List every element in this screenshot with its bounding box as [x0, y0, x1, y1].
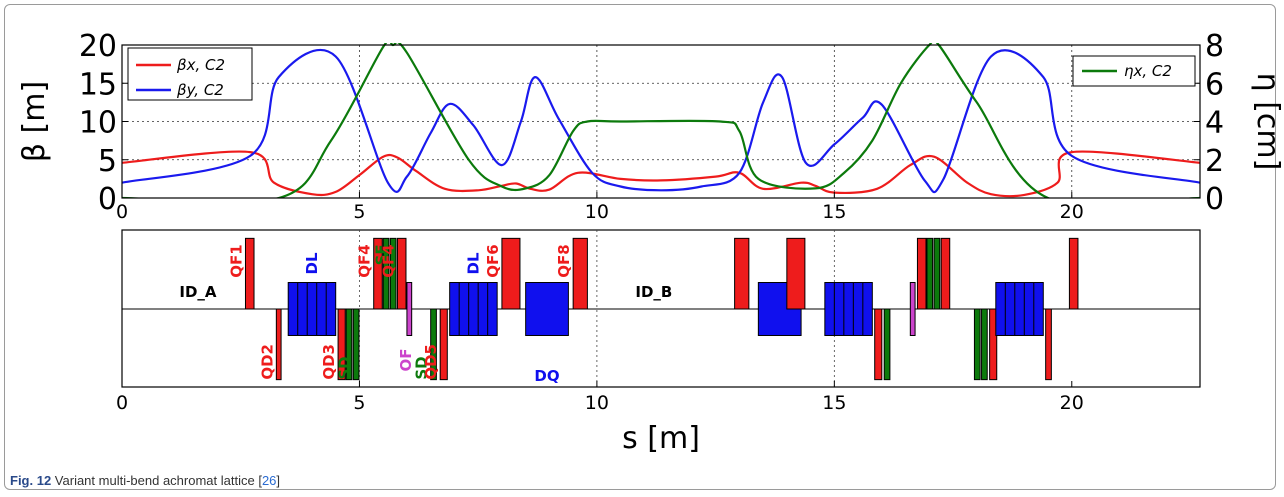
legend-left: βx, C2 βy, C2 — [127, 47, 253, 101]
beta-y-curve — [122, 49, 1200, 194]
x-tick-label: 20 — [1060, 201, 1084, 223]
oct-magnet — [406, 282, 413, 336]
quad-magnet — [439, 308, 448, 381]
y-tick-label-right: 2 — [1205, 144, 1224, 179]
x-tick-label: 10 — [585, 201, 609, 223]
sext-magnet — [352, 308, 360, 381]
sext-magnet — [981, 308, 988, 381]
sext-magnet — [382, 237, 390, 310]
bend-magnet — [449, 282, 498, 336]
quad-magnet — [244, 237, 255, 310]
y-tick-label-left: 10 — [79, 106, 117, 141]
quad-magnet — [373, 237, 383, 310]
figure-caption: Fig. 12 Variant multi-bend achromat latt… — [10, 473, 280, 488]
section-label: ID_A — [179, 283, 217, 301]
quad-magnet — [786, 237, 806, 310]
legend-right: ηx, C2 — [1072, 55, 1196, 87]
y-tick-label-left: 15 — [79, 67, 117, 102]
element-label: QF4 — [356, 244, 374, 277]
legend-entry: βx, C2 — [176, 56, 225, 74]
quad-magnet — [874, 308, 883, 381]
y-axis-label-right: η [cm] — [1250, 73, 1284, 171]
eta-x-curve — [122, 43, 1200, 198]
y-tick-label-left: 5 — [98, 144, 117, 179]
beta-x-curve — [122, 150, 1200, 198]
quad-magnet — [734, 237, 750, 310]
x-axis-label: s [m] — [622, 421, 700, 456]
x-tick-label: 0 — [116, 392, 128, 414]
caption-text: Variant multi-bend achromat lattice [ — [51, 473, 262, 488]
element-label: DL — [464, 252, 482, 274]
quad-magnet — [337, 308, 346, 381]
bend-magnet — [525, 282, 569, 336]
quad-magnet — [989, 308, 998, 381]
bend-magnet — [287, 282, 337, 336]
element-label: DL — [303, 252, 321, 274]
x-tick-label: 0 — [116, 201, 128, 223]
caption-reference[interactable]: 26 — [261, 473, 277, 488]
x-tick-label: 15 — [822, 201, 846, 223]
x-tick-label: 10 — [585, 392, 609, 414]
element-label: SD — [413, 356, 431, 379]
x-tick-label: 5 — [353, 201, 365, 223]
element-label: SD — [335, 356, 353, 379]
y-tick-label-right: 8 — [1205, 29, 1224, 64]
sext-magnet — [933, 237, 941, 310]
sext-magnet — [883, 308, 891, 381]
quad-magnet — [501, 237, 521, 310]
caption-label: Fig. 12 — [10, 473, 52, 488]
y-tick-label-left: 0 — [98, 182, 117, 217]
legend-box — [127, 47, 253, 101]
y-tick-label-right: 0 — [1205, 182, 1224, 217]
figure-frame — [4, 4, 1276, 490]
oct-magnet — [909, 282, 916, 336]
curves — [122, 43, 1200, 198]
x-tick-label: 20 — [1060, 392, 1084, 414]
quad-magnet — [396, 237, 407, 310]
y-tick-label-right: 4 — [1205, 106, 1224, 141]
quad-magnet — [275, 308, 282, 381]
element-label: QF6 — [484, 244, 502, 277]
element-label: QF8 — [555, 244, 573, 277]
quad-magnet — [940, 237, 951, 310]
quad-magnet — [572, 237, 588, 310]
sext-magnet — [926, 237, 934, 310]
legend-entry: ηx, C2 — [1124, 62, 1172, 80]
bend-magnet — [824, 282, 873, 336]
element-label: QD3 — [320, 344, 338, 380]
caption-end: ] — [276, 473, 281, 488]
x-tick-label: 5 — [353, 392, 365, 414]
sext-magnet — [973, 308, 981, 381]
quad-magnet — [1045, 308, 1052, 381]
y-tick-label-left: 20 — [79, 29, 117, 64]
element-label: QD2 — [258, 344, 276, 380]
element-label: OF — [397, 348, 415, 371]
element-label: DQ — [534, 367, 559, 385]
legend-entry: βy, C2 — [176, 81, 224, 99]
section-label: ID_B — [635, 283, 672, 301]
bend-magnet — [995, 282, 1044, 336]
quad-magnet — [916, 237, 927, 310]
element-label: QF1 — [227, 244, 245, 277]
sext-magnet — [345, 308, 353, 381]
x-tick-label: 15 — [822, 392, 846, 414]
element-label: QF4 — [379, 244, 397, 277]
element-label: SF — [372, 244, 390, 265]
sext-magnet — [389, 237, 397, 310]
element-label: QD5 — [422, 344, 440, 380]
sext-magnet — [430, 308, 437, 381]
y-axis-label-left: β [m] — [17, 81, 52, 162]
y-tick-label-right: 6 — [1205, 67, 1224, 102]
quad-magnet — [1068, 237, 1079, 310]
